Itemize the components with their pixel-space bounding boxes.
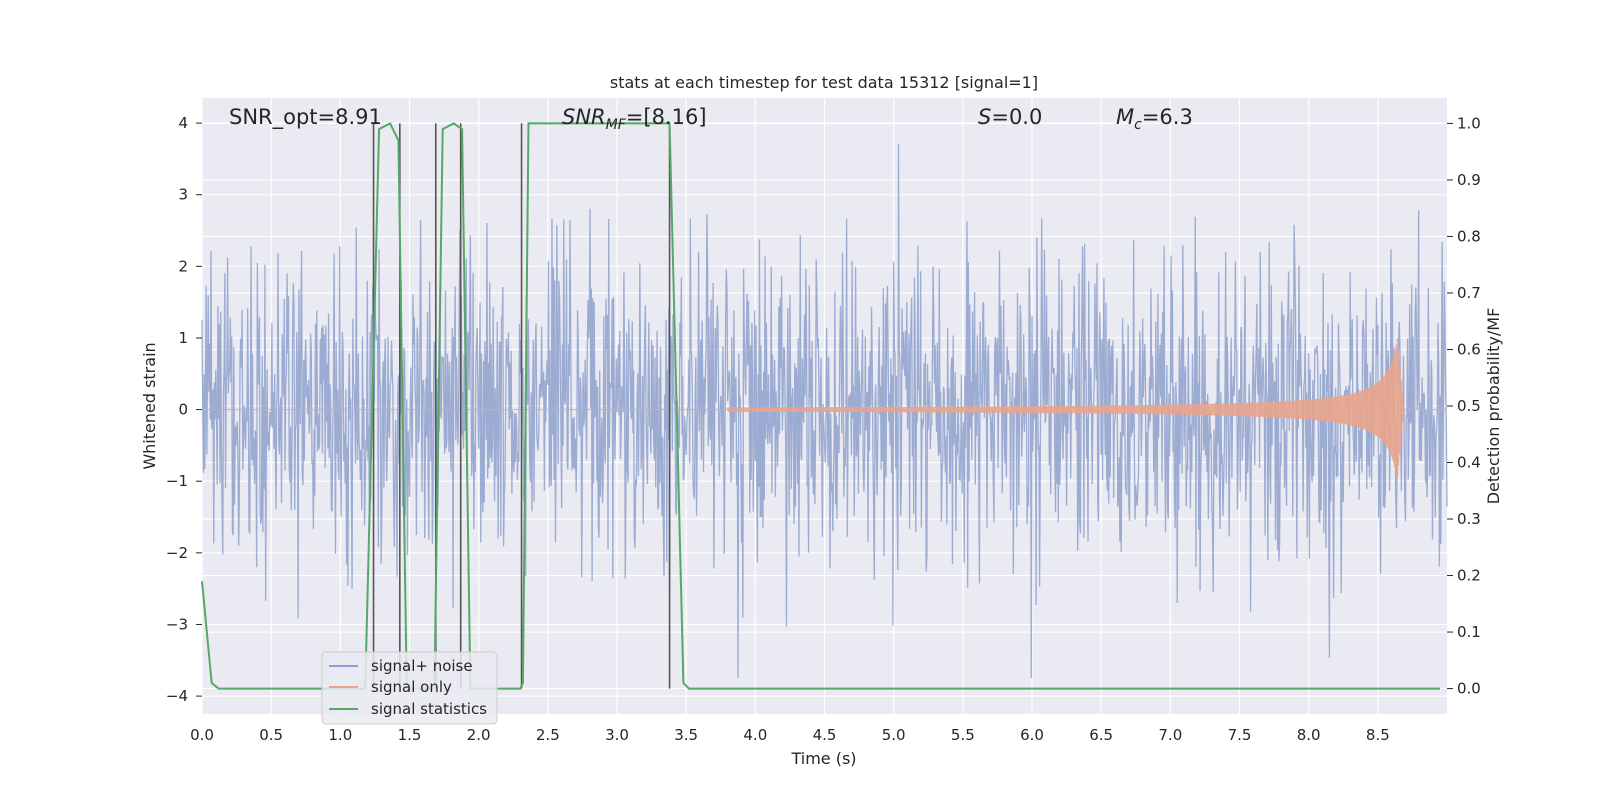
x-tick-label-0: 0.0 <box>190 726 214 744</box>
x-tick-label-1: 0.5 <box>259 726 283 744</box>
annotation-s-main: S <box>978 105 991 129</box>
y-right-tick-label-9: 0.1 <box>1457 623 1481 641</box>
chart-title: stats at each timestep for test data 153… <box>610 73 1038 92</box>
signal-statistics-series <box>201 122 1441 690</box>
annotation-s-value: =0.0 <box>991 105 1042 129</box>
y-left-tick-label-4: 0 <box>178 401 188 419</box>
y-right-tick-label-1: 0.9 <box>1457 171 1481 189</box>
x-tick-label-12: 6.0 <box>1020 726 1044 744</box>
tick-labels: 0.0 0.5 1.0 1.5 2.0 2.5 3.0 3.5 4.0 4.5 5.0 5.5 6.0 6… <box>166 114 1481 744</box>
legend-label-signal-only: signal only <box>371 678 452 696</box>
y-left-tick-label-0: 4 <box>178 114 188 132</box>
y-left-tick-label-2: 2 <box>178 257 188 275</box>
x-tick-label-8: 4.0 <box>743 726 767 744</box>
y-left-tick-label-3: 1 <box>178 329 188 347</box>
annotation-snr-opt: SNR_opt=8.91 <box>229 105 382 130</box>
y-axis-right-label: Detection probability/MF <box>1484 308 1503 505</box>
x-tick-label-11: 5.5 <box>951 726 975 744</box>
annotation-s: S=0.0 <box>978 105 1042 129</box>
annotation-snr-mf-value: =[8.16] <box>626 105 707 129</box>
y-right-tick-label-5: 0.5 <box>1457 397 1481 415</box>
y-right-tick-label-7: 0.3 <box>1457 510 1481 528</box>
y-right-tick-label-4: 0.6 <box>1457 340 1481 358</box>
annotation-snr-mf-sub: MF <box>606 117 627 133</box>
legend: signal+ noise signal only signal statist… <box>321 651 498 725</box>
legend-box <box>321 651 498 725</box>
x-tick-label-10: 5.0 <box>882 726 906 744</box>
y-right-tick-label-2: 0.8 <box>1457 227 1481 245</box>
y-left-tick-label-5: −1 <box>166 472 188 490</box>
series-line-signal-noise <box>201 143 1448 679</box>
legend-label-signal-statistics: signal statistics <box>371 700 487 718</box>
x-tick-label-16: 8.0 <box>1297 726 1321 744</box>
legend-label-signal-noise: signal+ noise <box>371 657 473 675</box>
x-tick-label-6: 3.0 <box>605 726 629 744</box>
x-tick-label-4: 2.0 <box>467 726 491 744</box>
y-left-tick-label-6: −2 <box>166 544 188 562</box>
annotation-mc-sub: c <box>1134 117 1142 133</box>
annotation-mc-main: M <box>1116 105 1134 129</box>
y-right-tick-label-6: 0.4 <box>1457 454 1481 472</box>
y-right-tick-label-0: 1.0 <box>1457 114 1481 132</box>
y-left-tick-label-7: −3 <box>166 615 188 633</box>
x-tick-label-13: 6.5 <box>1089 726 1113 744</box>
signal-only-series <box>202 337 1447 478</box>
x-tick-label-7: 3.5 <box>674 726 698 744</box>
series-line-signal-statistics <box>201 122 1441 690</box>
signal-noise-series <box>201 143 1448 679</box>
y-right-tick-label-8: 0.2 <box>1457 567 1481 585</box>
annotation-mc-value: =6.3 <box>1142 105 1193 129</box>
y-left-tick-label-8: −4 <box>166 687 188 705</box>
y-axis-left-label: Whitened strain <box>140 342 159 469</box>
y-right-tick-label-3: 0.7 <box>1457 284 1481 302</box>
x-tick-label-17: 8.5 <box>1366 726 1390 744</box>
y-left-tick-label-1: 3 <box>178 186 188 204</box>
x-tick-label-15: 7.5 <box>1228 726 1252 744</box>
grid <box>201 98 1447 714</box>
x-axis-label: Time (s) <box>790 749 856 768</box>
y-right-tick-label-10: 0.0 <box>1457 680 1481 698</box>
x-tick-label-14: 7.0 <box>1158 726 1182 744</box>
x-tick-label-9: 4.5 <box>813 726 837 744</box>
x-tick-label-5: 2.5 <box>536 726 560 744</box>
annotation-snr-mf-main: SNR <box>562 105 606 129</box>
x-tick-label-3: 1.5 <box>398 726 422 744</box>
annotation-snr-mf: SNRMF=[8.16] <box>562 105 707 133</box>
annotation-mc: Mc=6.3 <box>1116 105 1193 133</box>
x-tick-label-2: 1.0 <box>328 726 352 744</box>
series-line-signal-only <box>202 337 1447 478</box>
